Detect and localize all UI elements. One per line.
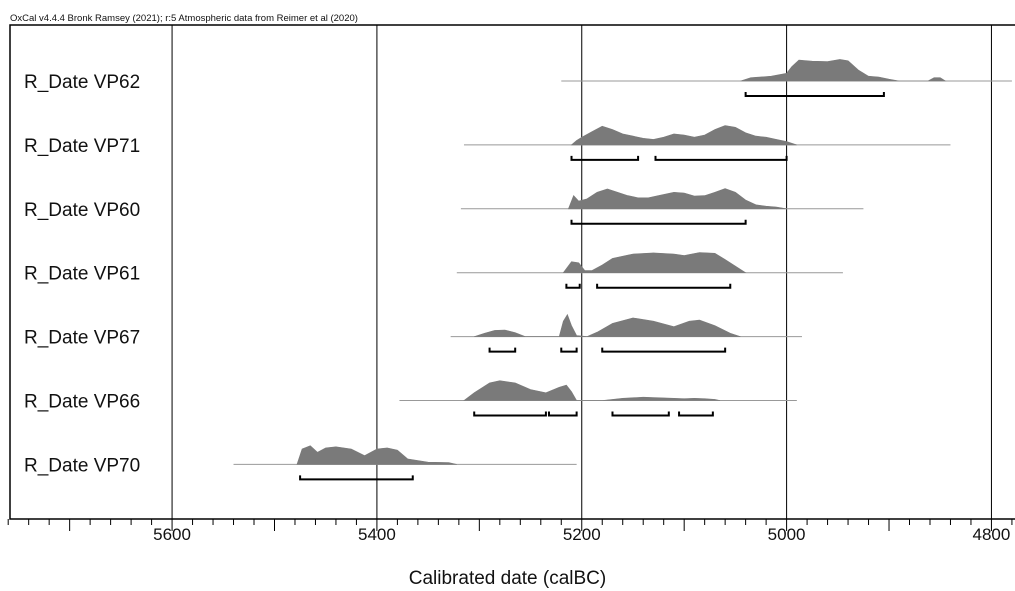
x-axis: 5600 5400 5200 5000 4800 (7, 519, 1013, 544)
range-bracket (654, 155, 788, 161)
probability-distribution (740, 59, 947, 82)
row-2: R_Date VP71 (24, 125, 951, 161)
range-bracket (611, 411, 670, 417)
row-label: R_Date VP70 (24, 455, 140, 476)
probability-distribution (463, 380, 721, 401)
probability-distribution (474, 313, 741, 337)
row-6: R_Date VP66 (24, 380, 797, 417)
tick-label: 4800 (973, 525, 1011, 544)
probability-distribution (296, 445, 457, 465)
rows-layer: R_Date VP62 R_Date VP71 R_Date VP60 R_Date … (24, 59, 1012, 481)
range-bracket (744, 92, 885, 97)
range-bracket (678, 411, 714, 417)
range-bracket (488, 347, 517, 353)
plot-frame (9, 24, 1015, 520)
row-label: R_Date VP61 (24, 264, 140, 285)
row-1: R_Date VP62 (24, 59, 1012, 97)
row-3: R_Date VP60 (24, 188, 864, 225)
x-axis-title: Calibrated date (calBC) (408, 568, 607, 589)
tick-label: 5200 (563, 525, 601, 544)
tick-label: 5000 (768, 525, 806, 544)
range-bracket (560, 347, 578, 353)
credit-text: OxCal v4.4.4 Bronk Ramsey (2021); r:5 At… (10, 13, 358, 24)
range-bracket (299, 475, 414, 481)
probability-distribution (570, 125, 797, 146)
row-label: R_Date VP62 (24, 72, 140, 93)
range-bracket (596, 283, 732, 289)
row-label: R_Date VP60 (24, 200, 140, 221)
range-bracket (473, 411, 547, 417)
range-bracket (570, 219, 747, 225)
range-bracket (565, 283, 581, 289)
tick-label: 5400 (358, 525, 396, 544)
range-bracket (601, 347, 727, 353)
probability-distribution (562, 252, 747, 273)
row-label: R_Date VP66 (24, 392, 140, 413)
range-bracket (570, 155, 640, 161)
tick-label: 5600 (153, 525, 191, 544)
row-5: R_Date VP67 (24, 313, 802, 353)
row-7: R_Date VP70 (24, 445, 577, 481)
grid-layer (171, 25, 992, 519)
row-4: R_Date VP61 (24, 252, 843, 289)
row-label: R_Date VP67 (24, 328, 140, 349)
row-label: R_Date VP71 (24, 136, 140, 157)
probability-distribution (567, 188, 787, 210)
range-bracket (547, 411, 578, 417)
